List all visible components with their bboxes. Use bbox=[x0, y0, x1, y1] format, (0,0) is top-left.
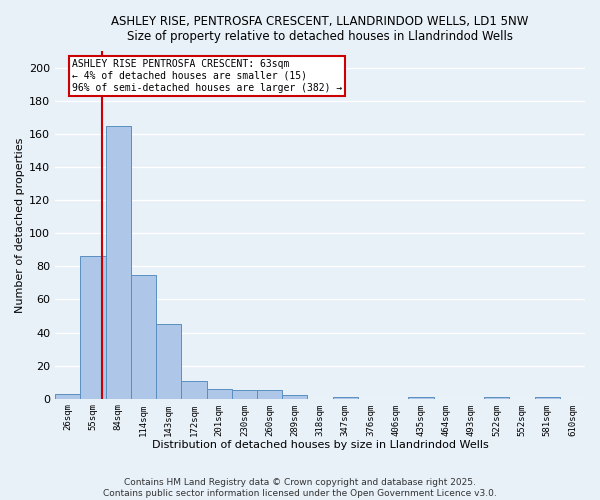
Bar bbox=[181, 380, 206, 398]
Bar bbox=[535, 397, 560, 398]
Bar bbox=[484, 397, 509, 398]
Text: ASHLEY RISE PENTROSFA CRESCENT: 63sqm
← 4% of detached houses are smaller (15)
9: ASHLEY RISE PENTROSFA CRESCENT: 63sqm ← … bbox=[73, 60, 343, 92]
Bar bbox=[257, 390, 282, 398]
Bar bbox=[232, 390, 257, 398]
Bar bbox=[55, 394, 80, 398]
Bar bbox=[332, 397, 358, 398]
Bar bbox=[156, 324, 181, 398]
Bar bbox=[131, 274, 156, 398]
Y-axis label: Number of detached properties: Number of detached properties bbox=[15, 137, 25, 312]
X-axis label: Distribution of detached houses by size in Llandrindod Wells: Distribution of detached houses by size … bbox=[152, 440, 488, 450]
Bar bbox=[409, 397, 434, 398]
Bar bbox=[206, 389, 232, 398]
Title: ASHLEY RISE, PENTROSFA CRESCENT, LLANDRINDOD WELLS, LD1 5NW
Size of property rel: ASHLEY RISE, PENTROSFA CRESCENT, LLANDRI… bbox=[112, 15, 529, 43]
Bar bbox=[282, 396, 307, 398]
Text: Contains HM Land Registry data © Crown copyright and database right 2025.
Contai: Contains HM Land Registry data © Crown c… bbox=[103, 478, 497, 498]
Bar bbox=[106, 126, 131, 398]
Bar bbox=[80, 256, 106, 398]
